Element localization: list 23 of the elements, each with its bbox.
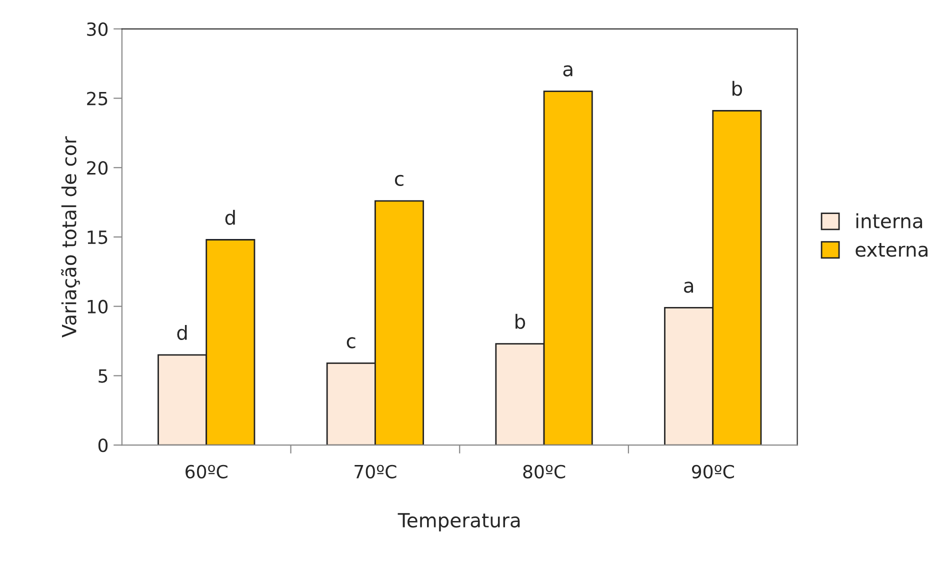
y-tick-label: 5: [98, 369, 108, 383]
annotation: b: [732, 80, 742, 96]
annotation: c: [346, 337, 356, 348]
y-tick-label: 20: [87, 161, 108, 175]
x-tick-label: 70ºC: [354, 464, 396, 478]
y-axis-title: Variação total de cor: [61, 136, 80, 338]
y-tick-label: 10: [88, 300, 108, 314]
annotation: d: [177, 324, 187, 340]
annotation: a: [563, 65, 572, 76]
y-tick-label: 15: [88, 230, 108, 244]
legend-label: interna: [856, 213, 922, 228]
legend-label: externa: [856, 242, 928, 257]
annotation: d: [225, 210, 235, 225]
x-axis-title: Temperatura: [398, 513, 520, 532]
x-tick-label: 60ºC: [186, 464, 228, 478]
x-tick-label: 80ºC: [523, 464, 566, 478]
y-tick-label: 30: [87, 22, 108, 36]
y-tick-label: 0: [98, 438, 108, 452]
annotation: b: [516, 314, 526, 329]
x-tick-label: 90ºC: [692, 464, 734, 478]
annotation: a: [684, 282, 694, 293]
annotation: c: [394, 174, 404, 186]
y-tick-label: 25: [87, 92, 108, 106]
